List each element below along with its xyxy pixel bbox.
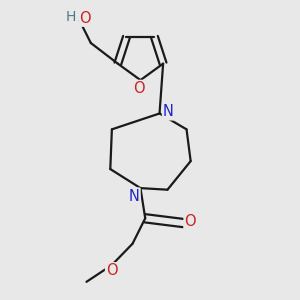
Text: O: O (133, 81, 145, 96)
Text: O: O (184, 214, 196, 229)
Text: N: N (129, 189, 140, 204)
Text: O: O (80, 11, 91, 26)
Text: H: H (66, 10, 76, 24)
Text: O: O (106, 263, 118, 278)
Text: N: N (163, 104, 174, 119)
